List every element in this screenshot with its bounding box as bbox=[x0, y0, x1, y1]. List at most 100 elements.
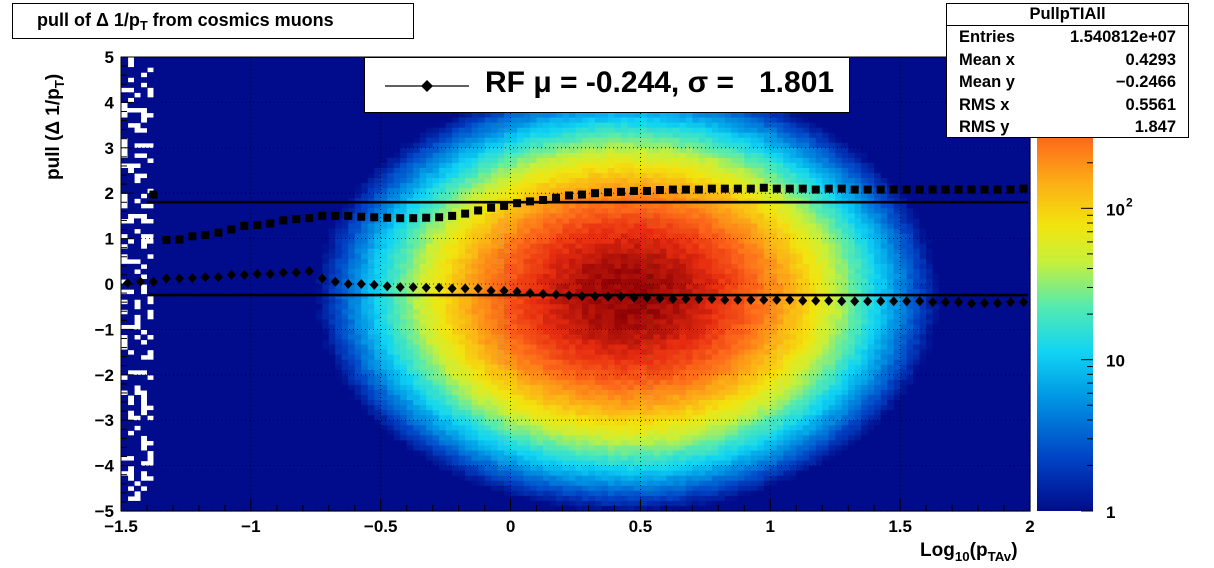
heatmap-cell bbox=[380, 505, 388, 512]
heatmap-cell bbox=[328, 72, 336, 78]
heatmap-cell bbox=[465, 147, 473, 154]
heatmap-cell bbox=[348, 102, 356, 109]
heatmap-cell bbox=[198, 268, 207, 275]
heatmap-cell bbox=[302, 107, 310, 114]
heatmap-cell bbox=[361, 485, 369, 492]
heatmap-cell bbox=[328, 238, 336, 245]
heatmap-cell bbox=[387, 329, 395, 336]
heatmap-cell bbox=[478, 268, 486, 275]
heatmap-cell bbox=[439, 445, 447, 452]
heatmap-cell bbox=[465, 389, 473, 396]
heatmap-cell bbox=[289, 339, 297, 346]
heatmap-cell bbox=[458, 167, 466, 174]
heatmap-cell bbox=[465, 203, 473, 209]
heatmap-cell bbox=[146, 258, 155, 265]
heatmap-cell bbox=[198, 364, 207, 371]
heatmap-cell bbox=[244, 62, 252, 68]
heatmap-cell bbox=[387, 319, 395, 325]
heatmap-cell bbox=[153, 339, 161, 346]
heatmap-cell bbox=[211, 415, 219, 421]
heatmap-cell bbox=[296, 152, 304, 159]
heatmap-cell bbox=[328, 127, 336, 134]
heatmap-cell bbox=[432, 344, 440, 351]
heatmap-cell bbox=[484, 258, 492, 265]
heatmap-cell bbox=[387, 127, 395, 134]
heatmap-cell bbox=[185, 485, 194, 492]
heatmap-cell bbox=[140, 253, 148, 260]
heatmap-cell bbox=[185, 117, 194, 124]
heatmap-cell bbox=[367, 430, 375, 436]
heatmap-cell bbox=[276, 117, 284, 124]
heatmap-cell bbox=[484, 364, 492, 371]
heatmap-cell bbox=[439, 173, 447, 179]
heatmap-cell bbox=[341, 319, 349, 325]
heatmap-cell bbox=[179, 203, 187, 209]
heatmap-cell bbox=[354, 178, 362, 184]
heatmap-cell bbox=[471, 495, 479, 502]
heatmap-cell bbox=[172, 435, 181, 441]
heatmap-cell bbox=[244, 374, 252, 381]
heatmap-cell bbox=[484, 359, 492, 366]
heatmap-cell bbox=[354, 369, 362, 376]
heatmap-cell bbox=[387, 178, 395, 184]
heatmap-cell bbox=[172, 152, 181, 159]
heatmap-cell bbox=[198, 344, 207, 351]
heatmap-cell bbox=[205, 465, 213, 472]
heatmap-cell bbox=[159, 223, 168, 230]
heatmap-cell bbox=[341, 87, 349, 93]
heatmap-cell bbox=[198, 218, 207, 225]
heatmap-cell bbox=[478, 384, 486, 391]
heatmap-cell bbox=[387, 405, 395, 411]
heatmap-cell bbox=[465, 173, 473, 179]
heatmap-cell bbox=[484, 369, 492, 376]
heatmap-cell bbox=[283, 273, 291, 280]
heatmap-cell bbox=[250, 62, 258, 68]
heatmap-cell bbox=[276, 62, 284, 68]
heatmap-cell bbox=[465, 329, 473, 336]
heatmap-cell bbox=[140, 384, 148, 391]
heatmap-cell bbox=[127, 137, 135, 144]
heatmap-cell bbox=[400, 122, 408, 129]
heatmap-cell bbox=[198, 248, 207, 255]
heatmap-cell bbox=[179, 485, 187, 492]
heatmap-cell bbox=[387, 505, 395, 512]
heatmap-cell bbox=[192, 389, 200, 396]
heatmap-cell bbox=[192, 304, 200, 310]
heatmap-cell bbox=[393, 173, 401, 179]
heatmap-cell bbox=[283, 82, 291, 88]
heatmap-cell bbox=[419, 485, 427, 492]
heatmap-cell bbox=[439, 167, 447, 174]
heatmap-cell bbox=[439, 405, 447, 411]
heatmap-cell bbox=[315, 77, 323, 83]
heatmap-cell bbox=[257, 299, 265, 305]
heatmap-cell bbox=[127, 314, 135, 320]
heatmap-cell bbox=[335, 445, 343, 452]
heatmap-cell bbox=[263, 228, 271, 235]
heatmap-cell bbox=[250, 334, 258, 341]
heatmap-cell bbox=[432, 485, 440, 492]
heatmap-cell bbox=[419, 349, 427, 356]
heatmap-cell bbox=[237, 162, 245, 169]
heatmap-cell bbox=[302, 258, 310, 265]
heatmap-cell bbox=[211, 379, 219, 386]
heatmap-cell bbox=[315, 410, 323, 416]
heatmap-cell bbox=[205, 173, 213, 179]
heatmap-cell bbox=[127, 304, 135, 310]
heatmap-cell bbox=[289, 304, 297, 310]
heatmap-cell bbox=[146, 72, 155, 78]
heatmap-cell bbox=[348, 505, 356, 512]
heatmap-cell bbox=[335, 62, 343, 68]
heatmap-cell bbox=[211, 485, 219, 492]
heatmap-cell bbox=[471, 450, 479, 457]
heatmap-cell bbox=[127, 329, 135, 336]
heatmap-cell bbox=[439, 485, 447, 492]
heatmap-cell bbox=[413, 117, 421, 124]
heatmap-cell bbox=[296, 147, 304, 154]
heatmap-cell bbox=[257, 480, 265, 487]
heatmap-cell bbox=[172, 485, 181, 492]
heatmap-cell bbox=[315, 107, 323, 114]
heatmap-cell bbox=[198, 167, 207, 174]
heatmap-cell bbox=[452, 339, 460, 346]
heatmap-cell bbox=[341, 62, 349, 68]
heatmap-cell bbox=[419, 223, 427, 230]
